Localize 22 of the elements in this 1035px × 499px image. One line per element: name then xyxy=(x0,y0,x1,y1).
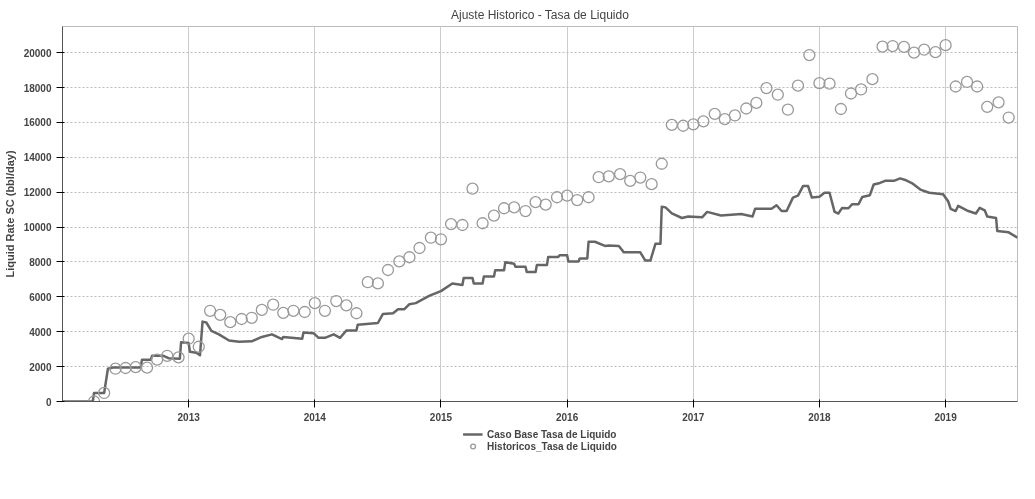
y-tick-label: 6000 xyxy=(29,291,52,303)
y-tick-label: 0 xyxy=(45,396,52,408)
y-axis-title: Liquid Rate SC (bbl/day) xyxy=(3,150,16,278)
chart-title: Ajuste Historico - Tasa de Liquido xyxy=(450,7,630,22)
x-tick-label: 2018 xyxy=(808,411,831,423)
y-tick-label: 12000 xyxy=(23,187,52,199)
y-tick-label: 14000 xyxy=(23,152,52,164)
legend-label: Caso Base Tasa de Liquido xyxy=(487,428,617,440)
x-tick-label: 2017 xyxy=(682,411,705,423)
y-tick-label: 18000 xyxy=(23,82,52,94)
y-tick-label: 16000 xyxy=(23,117,52,129)
y-tick-label: 20000 xyxy=(23,47,52,59)
x-tick-label: 2013 xyxy=(177,411,201,423)
y-tick-label: 4000 xyxy=(29,326,52,338)
x-tick-label: 2019 xyxy=(934,411,958,423)
x-tick-label: 2014 xyxy=(303,411,327,423)
x-tick-label: 2016 xyxy=(556,411,579,423)
x-tick-label: 2015 xyxy=(429,411,453,423)
legend-label: Historicos_Tasa de Liquido xyxy=(487,440,617,452)
y-tick-label: 2000 xyxy=(29,361,52,373)
y-tick-label: 8000 xyxy=(29,256,52,268)
y-tick-label: 10000 xyxy=(23,222,52,234)
